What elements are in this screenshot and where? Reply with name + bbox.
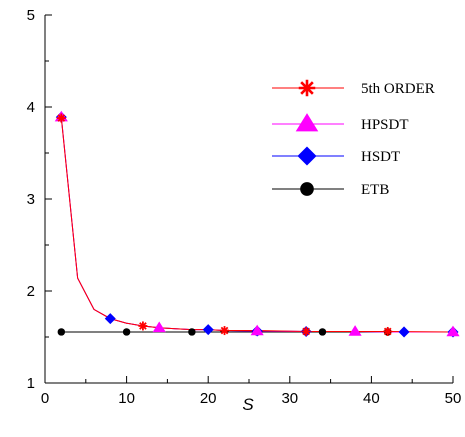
y-tick-label: 1 bbox=[27, 375, 35, 392]
data-point bbox=[57, 328, 66, 336]
legend-marker bbox=[295, 113, 319, 132]
data-point bbox=[383, 326, 393, 336]
data-point bbox=[202, 324, 214, 336]
x-tick-label: 20 bbox=[200, 390, 217, 407]
x-tick-label: 30 bbox=[281, 390, 298, 407]
legend-marker bbox=[297, 146, 317, 166]
legend-label: 5th ORDER bbox=[361, 81, 435, 97]
data-point bbox=[56, 113, 66, 123]
y-tick-label: 2 bbox=[27, 283, 35, 300]
data-point bbox=[104, 313, 116, 325]
x-axis-label: S bbox=[242, 395, 254, 414]
legend-marker bbox=[300, 182, 314, 196]
data-point bbox=[138, 321, 148, 331]
x-tick-label: 40 bbox=[363, 390, 380, 407]
x-tick-label: 0 bbox=[41, 390, 49, 407]
data-point bbox=[446, 325, 460, 337]
data-point bbox=[301, 326, 311, 336]
data-point bbox=[348, 325, 362, 336]
legend: 5th ORDER HPSDT HSDT ETB bbox=[272, 79, 435, 198]
y-tick-label: 4 bbox=[27, 99, 35, 116]
legend-label: ETB bbox=[361, 182, 389, 198]
data-point bbox=[122, 328, 131, 336]
data-point bbox=[250, 324, 264, 336]
data-point bbox=[152, 321, 166, 333]
data-point bbox=[188, 328, 196, 336]
data-point bbox=[318, 328, 327, 336]
y-tick-label: 5 bbox=[27, 7, 35, 24]
y-tick-label: 3 bbox=[27, 191, 35, 208]
series-markers bbox=[54, 110, 460, 338]
legend-marker bbox=[298, 79, 316, 97]
x-tick-label: 50 bbox=[445, 390, 462, 407]
legend-label: HSDT bbox=[361, 149, 400, 165]
data-point bbox=[398, 326, 410, 338]
x-tick-label: 10 bbox=[118, 390, 135, 407]
data-point bbox=[220, 326, 230, 336]
legend-label: HPSDT bbox=[361, 117, 409, 133]
series-line bbox=[60, 117, 454, 333]
